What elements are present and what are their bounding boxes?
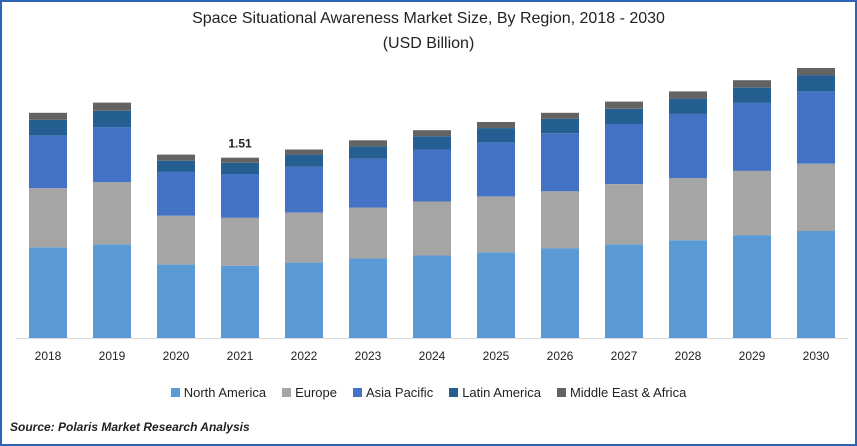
bar-2029-latin-america (733, 87, 771, 103)
legend-item-europe: Europe (282, 385, 337, 400)
legend-item-middle-east-africa: Middle East & Africa (556, 385, 687, 400)
legend-label-north-america: North America (183, 385, 267, 400)
bar-2021-north-america (221, 265, 259, 338)
legend-item-latin-america: Latin America (449, 385, 541, 400)
bar-2024-middle-east-africa (413, 130, 451, 137)
legend-item-asia-pacific: Asia Pacific (353, 385, 433, 400)
bar-2018-europe (29, 188, 67, 248)
x-tick-label-2021: 2021 (227, 349, 254, 363)
bar-2024-europe (413, 201, 451, 256)
x-tick-label-2019: 2019 (99, 349, 126, 363)
bar-2028-latin-america (669, 98, 707, 114)
bar-2020-asia-pacific (157, 171, 195, 216)
bar-2027-europe (605, 184, 643, 245)
bar-2025-latin-america (477, 128, 515, 143)
x-tick-label-2020: 2020 (163, 349, 190, 363)
bar-2030-north-america (797, 231, 835, 338)
legend-swatch-middle-east-africa (556, 388, 566, 397)
chart-subtitle: (USD Billion) (382, 35, 475, 52)
bar-2030-latin-america (797, 75, 835, 92)
bar-2021-europe (221, 217, 259, 266)
bar-2022-north-america (285, 262, 323, 338)
legend-swatch-asia-pacific (353, 388, 362, 397)
x-tick-label-2024: 2024 (419, 349, 446, 363)
bar-2020-north-america (157, 264, 195, 338)
bar-2020-europe (157, 215, 195, 265)
bar-2025-middle-east-africa (477, 122, 515, 129)
legend-item-north-america: North America (170, 385, 267, 400)
bar-2025-asia-pacific (477, 142, 515, 197)
bar-2027-middle-east-africa (605, 101, 643, 109)
data-label-2021: 1.51 (228, 137, 252, 151)
bar-2019-asia-pacific (93, 127, 131, 183)
x-tick-label-2026: 2026 (547, 349, 574, 363)
bar-2026-middle-east-africa (541, 112, 579, 119)
bar-2028-north-america (669, 240, 707, 338)
chart-title: Space Situational Awareness Market Size,… (192, 10, 665, 27)
bar-2030-middle-east-africa (797, 68, 835, 76)
bar-2022-latin-america (285, 154, 323, 167)
bar-2026-latin-america (541, 118, 579, 134)
bar-2024-latin-america (413, 136, 451, 150)
x-tick-label-2028: 2028 (675, 349, 702, 363)
bar-2029-europe (733, 170, 771, 236)
bar-2026-europe (541, 191, 579, 249)
bar-2024-north-america (413, 255, 451, 338)
bar-2019-north-america (93, 244, 131, 338)
bar-2028-europe (669, 178, 707, 241)
bar-2023-north-america (349, 258, 387, 338)
x-tick-label-2018: 2018 (35, 349, 62, 363)
x-tick-label-2025: 2025 (483, 349, 510, 363)
bar-2024-asia-pacific (413, 149, 451, 202)
x-tick-label-2023: 2023 (355, 349, 382, 363)
bar-2018-latin-america (29, 120, 67, 136)
bar-2023-middle-east-africa (349, 140, 387, 147)
bar-2029-north-america (733, 235, 771, 338)
bar-2023-asia-pacific (349, 158, 387, 208)
bar-2027-asia-pacific (605, 124, 643, 185)
bar-2025-north-america (477, 252, 515, 338)
bar-2026-north-america (541, 248, 579, 338)
bar-2021-asia-pacific (221, 174, 259, 218)
bar-2029-middle-east-africa (733, 80, 771, 88)
bar-2030-europe (797, 163, 835, 231)
bar-2029-asia-pacific (733, 102, 771, 171)
bar-2022-asia-pacific (285, 166, 323, 213)
bar-2019-latin-america (93, 110, 131, 128)
x-tick-label-2030: 2030 (803, 349, 830, 363)
bar-2023-europe (349, 207, 387, 259)
bar-2027-latin-america (605, 108, 643, 125)
bar-2018-asia-pacific (29, 135, 67, 189)
legend-swatch-north-america (170, 388, 180, 397)
legend-swatch-europe (282, 388, 292, 397)
bar-2020-latin-america (157, 160, 195, 172)
x-tick-label-2027: 2027 (611, 349, 638, 363)
x-tick-label-2029: 2029 (739, 349, 766, 363)
legend-label-europe: Europe (295, 385, 337, 400)
bar-2025-europe (477, 196, 515, 253)
x-tick-label-2022: 2022 (291, 349, 318, 363)
legend-label-latin-america: Latin America (462, 385, 541, 400)
bar-2027-north-america (605, 244, 643, 338)
bar-2019-europe (93, 182, 131, 245)
legend-swatch-latin-america (449, 388, 459, 397)
bar-2028-asia-pacific (669, 113, 707, 178)
bar-2026-asia-pacific (541, 133, 579, 192)
bar-2022-middle-east-africa (285, 149, 323, 155)
bar-2019-middle-east-africa (93, 102, 131, 111)
bar-2028-middle-east-africa (669, 91, 707, 99)
bar-2020-middle-east-africa (157, 154, 195, 161)
bar-2022-europe (285, 212, 323, 263)
bar-2018-middle-east-africa (29, 112, 67, 120)
bar-2023-latin-america (349, 146, 387, 159)
bar-2030-asia-pacific (797, 91, 835, 164)
source-note: Source: Polaris Market Research Analysis (10, 420, 250, 434)
bar-2021-latin-america (221, 162, 259, 174)
legend-label-asia-pacific: Asia Pacific (366, 385, 434, 400)
chart-legend: North America Europe Asia Pacific Latin Ame… (0, 385, 857, 400)
bar-2018-north-america (29, 247, 67, 338)
legend-label-middle-east-africa: Middle East & Africa (569, 385, 687, 400)
bar-2021-middle-east-africa (221, 157, 259, 163)
